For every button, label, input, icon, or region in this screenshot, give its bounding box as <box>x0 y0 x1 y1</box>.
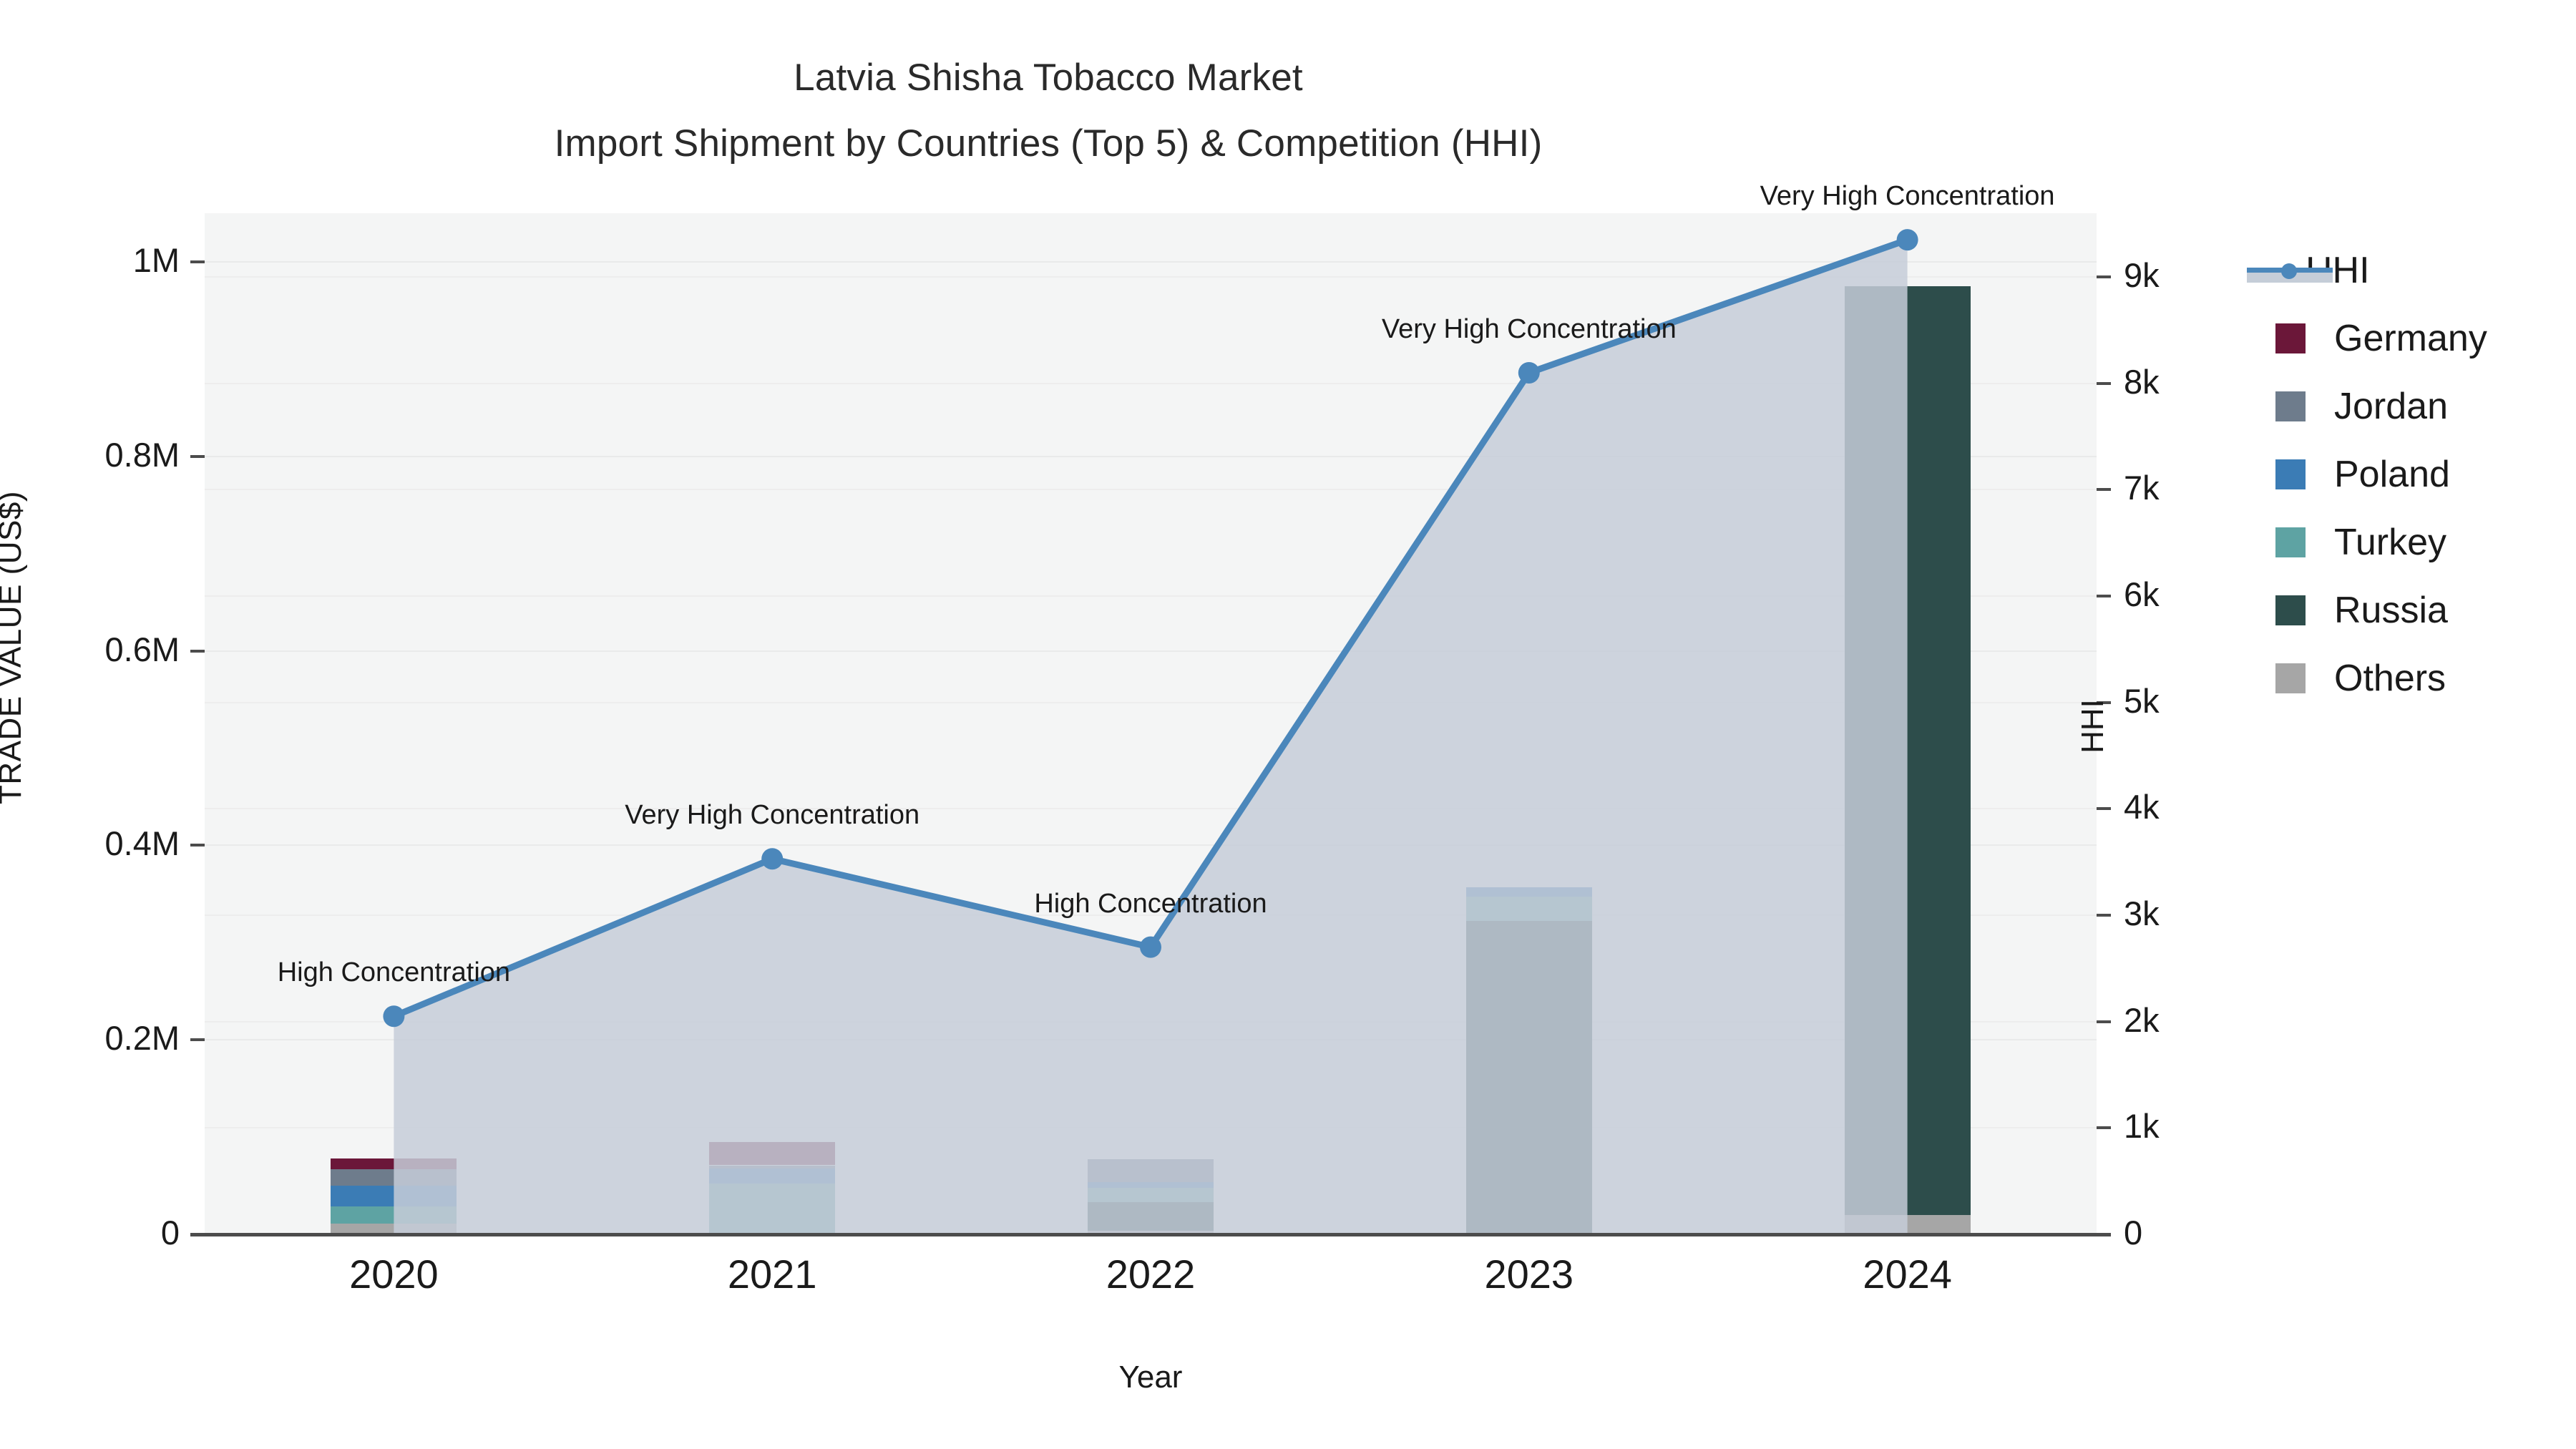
y-axis-right-tick: 2k <box>2124 1000 2160 1039</box>
x-axis-tick-2022: 2022 <box>1106 1252 1196 1297</box>
x-axis-tick-2020: 2020 <box>349 1252 439 1297</box>
legend-item-russia[interactable]: Russia <box>2275 576 2576 644</box>
concentration-annotation: High Concentration <box>277 957 511 988</box>
chart-title: Latvia Shisha Tobacco Market <box>794 57 1303 99</box>
bar-segment-russia[interactable] <box>1465 921 1592 1234</box>
y-axis-right-tick: 7k <box>2124 469 2160 507</box>
legend-label: Turkey <box>2334 521 2446 563</box>
y-axis-right-tick: 0 <box>2124 1214 2143 1252</box>
concentration-annotation: Very High Concentration <box>1760 181 2055 212</box>
legend-label: Russia <box>2334 589 2448 631</box>
y-axis-right-tick-mark <box>2097 1020 2111 1023</box>
y-axis-left-tick: 0.6M <box>104 630 180 668</box>
y-axis-right-tick: 9k <box>2124 256 2160 295</box>
bar-segment-poland[interactable] <box>1088 1181 1214 1188</box>
legend-swatch-icon <box>2275 391 2306 421</box>
legend-swatch-icon <box>2275 527 2306 557</box>
bar-segment-turkey[interactable] <box>1088 1187 1214 1203</box>
legend-label: Poland <box>2334 453 2450 495</box>
concentration-annotation: Very High Concentration <box>625 800 920 831</box>
bar-segment-turkey[interactable] <box>709 1184 836 1234</box>
y-axis-left-tick: 0 <box>160 1214 180 1252</box>
y-axis-right-tick-mark <box>2097 275 2111 279</box>
y-axis-left-tick: 0.8M <box>104 435 180 474</box>
bar-segment-poland[interactable] <box>1465 887 1592 897</box>
bar-segment-turkey[interactable] <box>331 1206 457 1224</box>
y-axis-right-tick-mark <box>2097 595 2111 598</box>
y-axis-left-tick: 0.2M <box>104 1019 180 1058</box>
chart-subtitle: Import Shipment by Countries (Top 5) & C… <box>554 122 1543 165</box>
legend: HHI Germany Jordan Poland Turkey Russia Others <box>2247 236 2576 712</box>
y-axis-left-tick: 0.4M <box>104 824 180 863</box>
y-axis-right-tick-mark <box>2097 701 2111 704</box>
bar-stack[interactable] <box>331 213 457 1234</box>
concentration-annotation: High Concentration <box>1034 888 1267 919</box>
legend-swatch-icon <box>2275 323 2306 353</box>
bar-segment-others[interactable] <box>1844 1214 1971 1234</box>
bar-segment-germany[interactable] <box>331 1158 457 1169</box>
legend-item-hhi[interactable]: HHI <box>2247 236 2576 304</box>
y-axis-left-title: TRADE VALUE (US$) <box>0 491 28 804</box>
y-axis-right-tick: 8k <box>2124 362 2160 401</box>
legend-label: Others <box>2334 657 2446 699</box>
y-axis-right-title: HHI <box>2075 699 2110 753</box>
y-axis-right-tick-mark <box>2097 807 2111 811</box>
legend-item-jordan[interactable]: Jordan <box>2275 372 2576 440</box>
bar-segment-turkey[interactable] <box>1465 897 1592 922</box>
y-axis-right-tick: 1k <box>2124 1107 2160 1146</box>
bar-segment-jordan[interactable] <box>1088 1159 1214 1182</box>
legend-swatch-icon <box>2275 663 2306 693</box>
bar-segment-russia[interactable] <box>1088 1202 1214 1231</box>
bar-stack[interactable] <box>1465 213 1592 1234</box>
y-axis-left-tick-mark <box>190 260 205 263</box>
legend-item-germany[interactable]: Germany <box>2275 304 2576 372</box>
y-axis-right-tick: 3k <box>2124 894 2160 933</box>
y-axis-left-tick-mark <box>190 844 205 847</box>
concentration-annotation: Very High Concentration <box>1381 313 1677 344</box>
y-axis-right-tick-mark <box>2097 488 2111 492</box>
x-axis-tick-2021: 2021 <box>727 1252 817 1297</box>
legend-item-others[interactable]: Others <box>2275 644 2576 712</box>
bar-segment-poland[interactable] <box>331 1186 457 1206</box>
x-axis-line <box>190 1233 2111 1236</box>
legend-line-marker-icon <box>2247 255 2333 286</box>
bar-segment-germany[interactable] <box>709 1141 836 1166</box>
legend-item-poland[interactable]: Poland <box>2275 440 2576 508</box>
bar-stack[interactable] <box>709 213 836 1234</box>
y-axis-left-tick-mark <box>190 1038 205 1042</box>
bar-segment-jordan[interactable] <box>331 1169 457 1186</box>
y-axis-left-tick: 1M <box>132 240 180 279</box>
legend-swatch-icon <box>2275 459 2306 489</box>
y-axis-right-tick: 4k <box>2124 788 2160 826</box>
bar-stack[interactable] <box>1844 213 1971 1234</box>
x-axis-title: Year <box>1118 1360 1183 1395</box>
bar-stack[interactable] <box>1088 213 1214 1234</box>
legend-item-turkey[interactable]: Turkey <box>2275 508 2576 576</box>
bar-segment-jordan[interactable] <box>709 1165 836 1169</box>
plot-area: High Concentration Very High Concentratio… <box>205 181 2097 1235</box>
legend-swatch-icon <box>2275 595 2306 625</box>
y-axis-right-tick-mark <box>2097 381 2111 385</box>
bar-segment-poland[interactable] <box>709 1168 836 1184</box>
y-axis-right-tick-mark <box>2097 1126 2111 1130</box>
x-axis-tick-2024: 2024 <box>1863 1252 1952 1297</box>
y-axis-right-tick: 5k <box>2124 681 2160 720</box>
x-axis-tick-2023: 2023 <box>1484 1252 1574 1297</box>
legend-label: Germany <box>2334 317 2487 359</box>
y-axis-left-tick-mark <box>190 649 205 653</box>
bar-segment-russia[interactable] <box>1844 286 1971 1215</box>
y-axis-left-tick-mark <box>190 454 205 458</box>
y-axis-right-tick-mark <box>2097 914 2111 917</box>
y-axis-right-tick: 6k <box>2124 575 2160 614</box>
legend-label: Jordan <box>2334 385 2448 427</box>
